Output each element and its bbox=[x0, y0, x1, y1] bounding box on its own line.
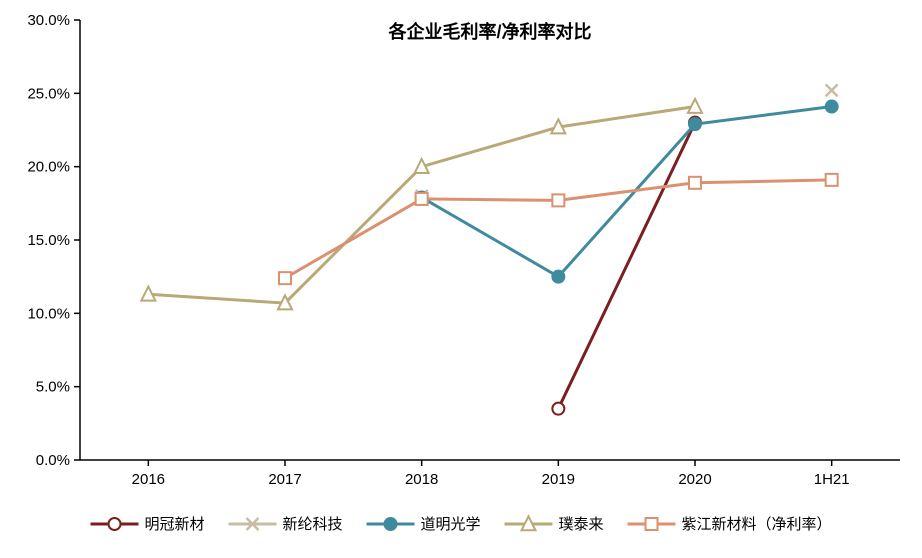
legend-label: 璞泰来 bbox=[559, 516, 604, 533]
series bbox=[416, 84, 838, 202]
marker bbox=[689, 177, 701, 189]
legend-item: 紫江新材料（净利率） bbox=[628, 516, 832, 533]
legend-item: 明冠新材 bbox=[91, 516, 205, 533]
marker bbox=[552, 403, 564, 415]
x-tick-label: 2019 bbox=[542, 471, 575, 488]
legend-item: 璞泰来 bbox=[505, 516, 604, 533]
x-tick-label: 2018 bbox=[405, 471, 438, 488]
x-tick-label: 2020 bbox=[678, 471, 711, 488]
series bbox=[552, 117, 701, 415]
marker bbox=[109, 518, 121, 530]
x-tick-label: 2017 bbox=[268, 471, 301, 488]
y-tick-label: 20.0% bbox=[27, 159, 70, 176]
series-line bbox=[558, 123, 695, 409]
legend-label: 新纶科技 bbox=[283, 516, 343, 533]
y-tick-label: 10.0% bbox=[27, 305, 70, 322]
chart-title: 各企业毛利率/净利率对比 bbox=[388, 21, 592, 42]
marker bbox=[689, 118, 701, 130]
legend-item: 新纶科技 bbox=[229, 516, 343, 533]
legend-label: 明冠新材 bbox=[145, 516, 205, 533]
legend-label: 道明光学 bbox=[421, 516, 481, 533]
y-tick-label: 30.0% bbox=[27, 12, 70, 29]
series bbox=[279, 174, 838, 284]
marker bbox=[826, 174, 838, 186]
line-chart-svg: 各企业毛利率/净利率对比 0.0% 5.0% 10.0% 15.0% 20.0% 25.0%… bbox=[0, 0, 922, 558]
marker bbox=[385, 518, 397, 530]
x-tick-label: 1H21 bbox=[814, 471, 850, 488]
y-tick-label: 15.0% bbox=[27, 232, 70, 249]
marker bbox=[826, 101, 838, 113]
marker bbox=[416, 193, 428, 205]
marker bbox=[552, 194, 564, 206]
y-tick-label: 5.0% bbox=[36, 379, 70, 396]
y-tick-label: 25.0% bbox=[27, 85, 70, 102]
legend-item: 道明光学 bbox=[367, 516, 481, 533]
marker bbox=[279, 272, 291, 284]
marker bbox=[552, 271, 564, 283]
x-tick-label: 2016 bbox=[132, 471, 165, 488]
y-tick-label: 0.0% bbox=[36, 452, 70, 469]
marker bbox=[646, 518, 658, 530]
chart-container: 各企业毛利率/净利率对比 0.0% 5.0% 10.0% 15.0% 20.0% 25.0%… bbox=[0, 0, 922, 558]
legend-label: 紫江新材料（净利率） bbox=[682, 516, 832, 533]
